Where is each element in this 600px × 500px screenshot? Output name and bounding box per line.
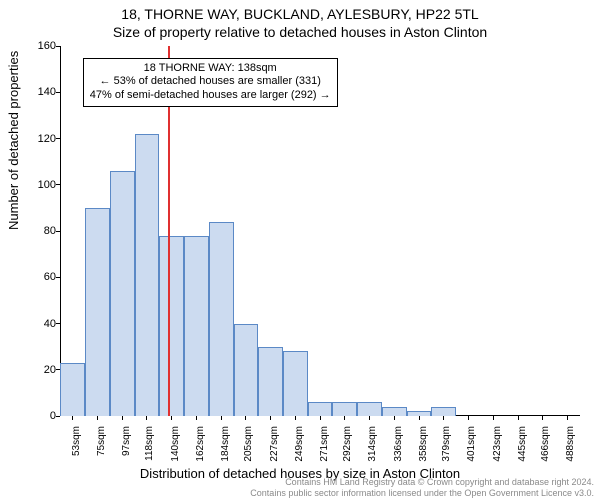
callout-line2: ← 53% of detached houses are smaller (33…	[90, 75, 331, 89]
x-tick-mark	[542, 416, 543, 420]
x-tick-mark	[468, 416, 469, 420]
histogram-bar	[184, 236, 209, 416]
chart-title-line1: 18, THORNE WAY, BUCKLAND, AYLESBURY, HP2…	[0, 6, 600, 22]
x-tick-mark	[394, 416, 395, 420]
callout-line1: 18 THORNE WAY: 138sqm	[90, 62, 331, 76]
histogram-bar	[159, 236, 184, 416]
y-tick-mark	[56, 323, 60, 324]
histogram-bar	[332, 402, 357, 416]
x-tick-mark	[171, 416, 172, 420]
x-tick-mark	[196, 416, 197, 420]
x-tick-mark	[221, 416, 222, 420]
x-tick-mark	[344, 416, 345, 420]
histogram-bar	[283, 351, 308, 416]
x-tick-mark	[97, 416, 98, 420]
y-tick-label: 20	[16, 364, 56, 376]
x-tick-mark	[72, 416, 73, 420]
y-tick-label: 40	[16, 318, 56, 330]
x-tick-mark	[518, 416, 519, 420]
y-tick-label: 80	[16, 225, 56, 237]
histogram-bar	[110, 171, 135, 416]
y-tick-mark	[56, 184, 60, 185]
y-tick-label: 60	[16, 271, 56, 283]
x-tick-mark	[493, 416, 494, 420]
histogram-bar	[382, 407, 407, 416]
attribution-line2: Contains public sector information licen…	[250, 488, 594, 498]
histogram-bar	[85, 208, 110, 416]
y-tick-label: 140	[16, 86, 56, 98]
y-tick-label: 0	[16, 410, 56, 422]
plot-area: 02040608010012014016053sqm75sqm97sqm118s…	[60, 46, 580, 416]
y-tick-mark	[56, 46, 60, 47]
x-tick-mark	[295, 416, 296, 420]
x-tick-mark	[270, 416, 271, 420]
x-tick-mark	[567, 416, 568, 420]
y-tick-mark	[56, 138, 60, 139]
histogram-bar	[357, 402, 382, 416]
x-tick-mark	[369, 416, 370, 420]
attribution-text: Contains HM Land Registry data © Crown c…	[250, 477, 594, 498]
x-tick-mark	[443, 416, 444, 420]
histogram-bar	[258, 347, 283, 416]
y-tick-label: 100	[16, 179, 56, 191]
property-callout: 18 THORNE WAY: 138sqm← 53% of detached h…	[83, 58, 338, 107]
x-tick-mark	[245, 416, 246, 420]
chart-container: 18, THORNE WAY, BUCKLAND, AYLESBURY, HP2…	[0, 0, 600, 500]
histogram-bar	[234, 324, 258, 417]
y-tick-mark	[56, 277, 60, 278]
x-tick-mark	[122, 416, 123, 420]
chart-title-line2: Size of property relative to detached ho…	[0, 24, 600, 40]
histogram-bar	[308, 402, 332, 416]
attribution-line1: Contains HM Land Registry data © Crown c…	[250, 477, 594, 487]
y-tick-mark	[56, 231, 60, 232]
x-tick-mark	[146, 416, 147, 420]
y-tick-label: 120	[16, 133, 56, 145]
histogram-bar	[135, 134, 159, 416]
x-tick-mark	[419, 416, 420, 420]
histogram-bar	[209, 222, 234, 416]
y-tick-label: 160	[16, 40, 56, 52]
x-tick-mark	[320, 416, 321, 420]
histogram-bar	[60, 363, 85, 416]
y-axis-line	[60, 46, 61, 416]
callout-line3: 47% of semi-detached houses are larger (…	[90, 89, 331, 103]
histogram-bar	[431, 407, 456, 416]
y-tick-mark	[56, 92, 60, 93]
